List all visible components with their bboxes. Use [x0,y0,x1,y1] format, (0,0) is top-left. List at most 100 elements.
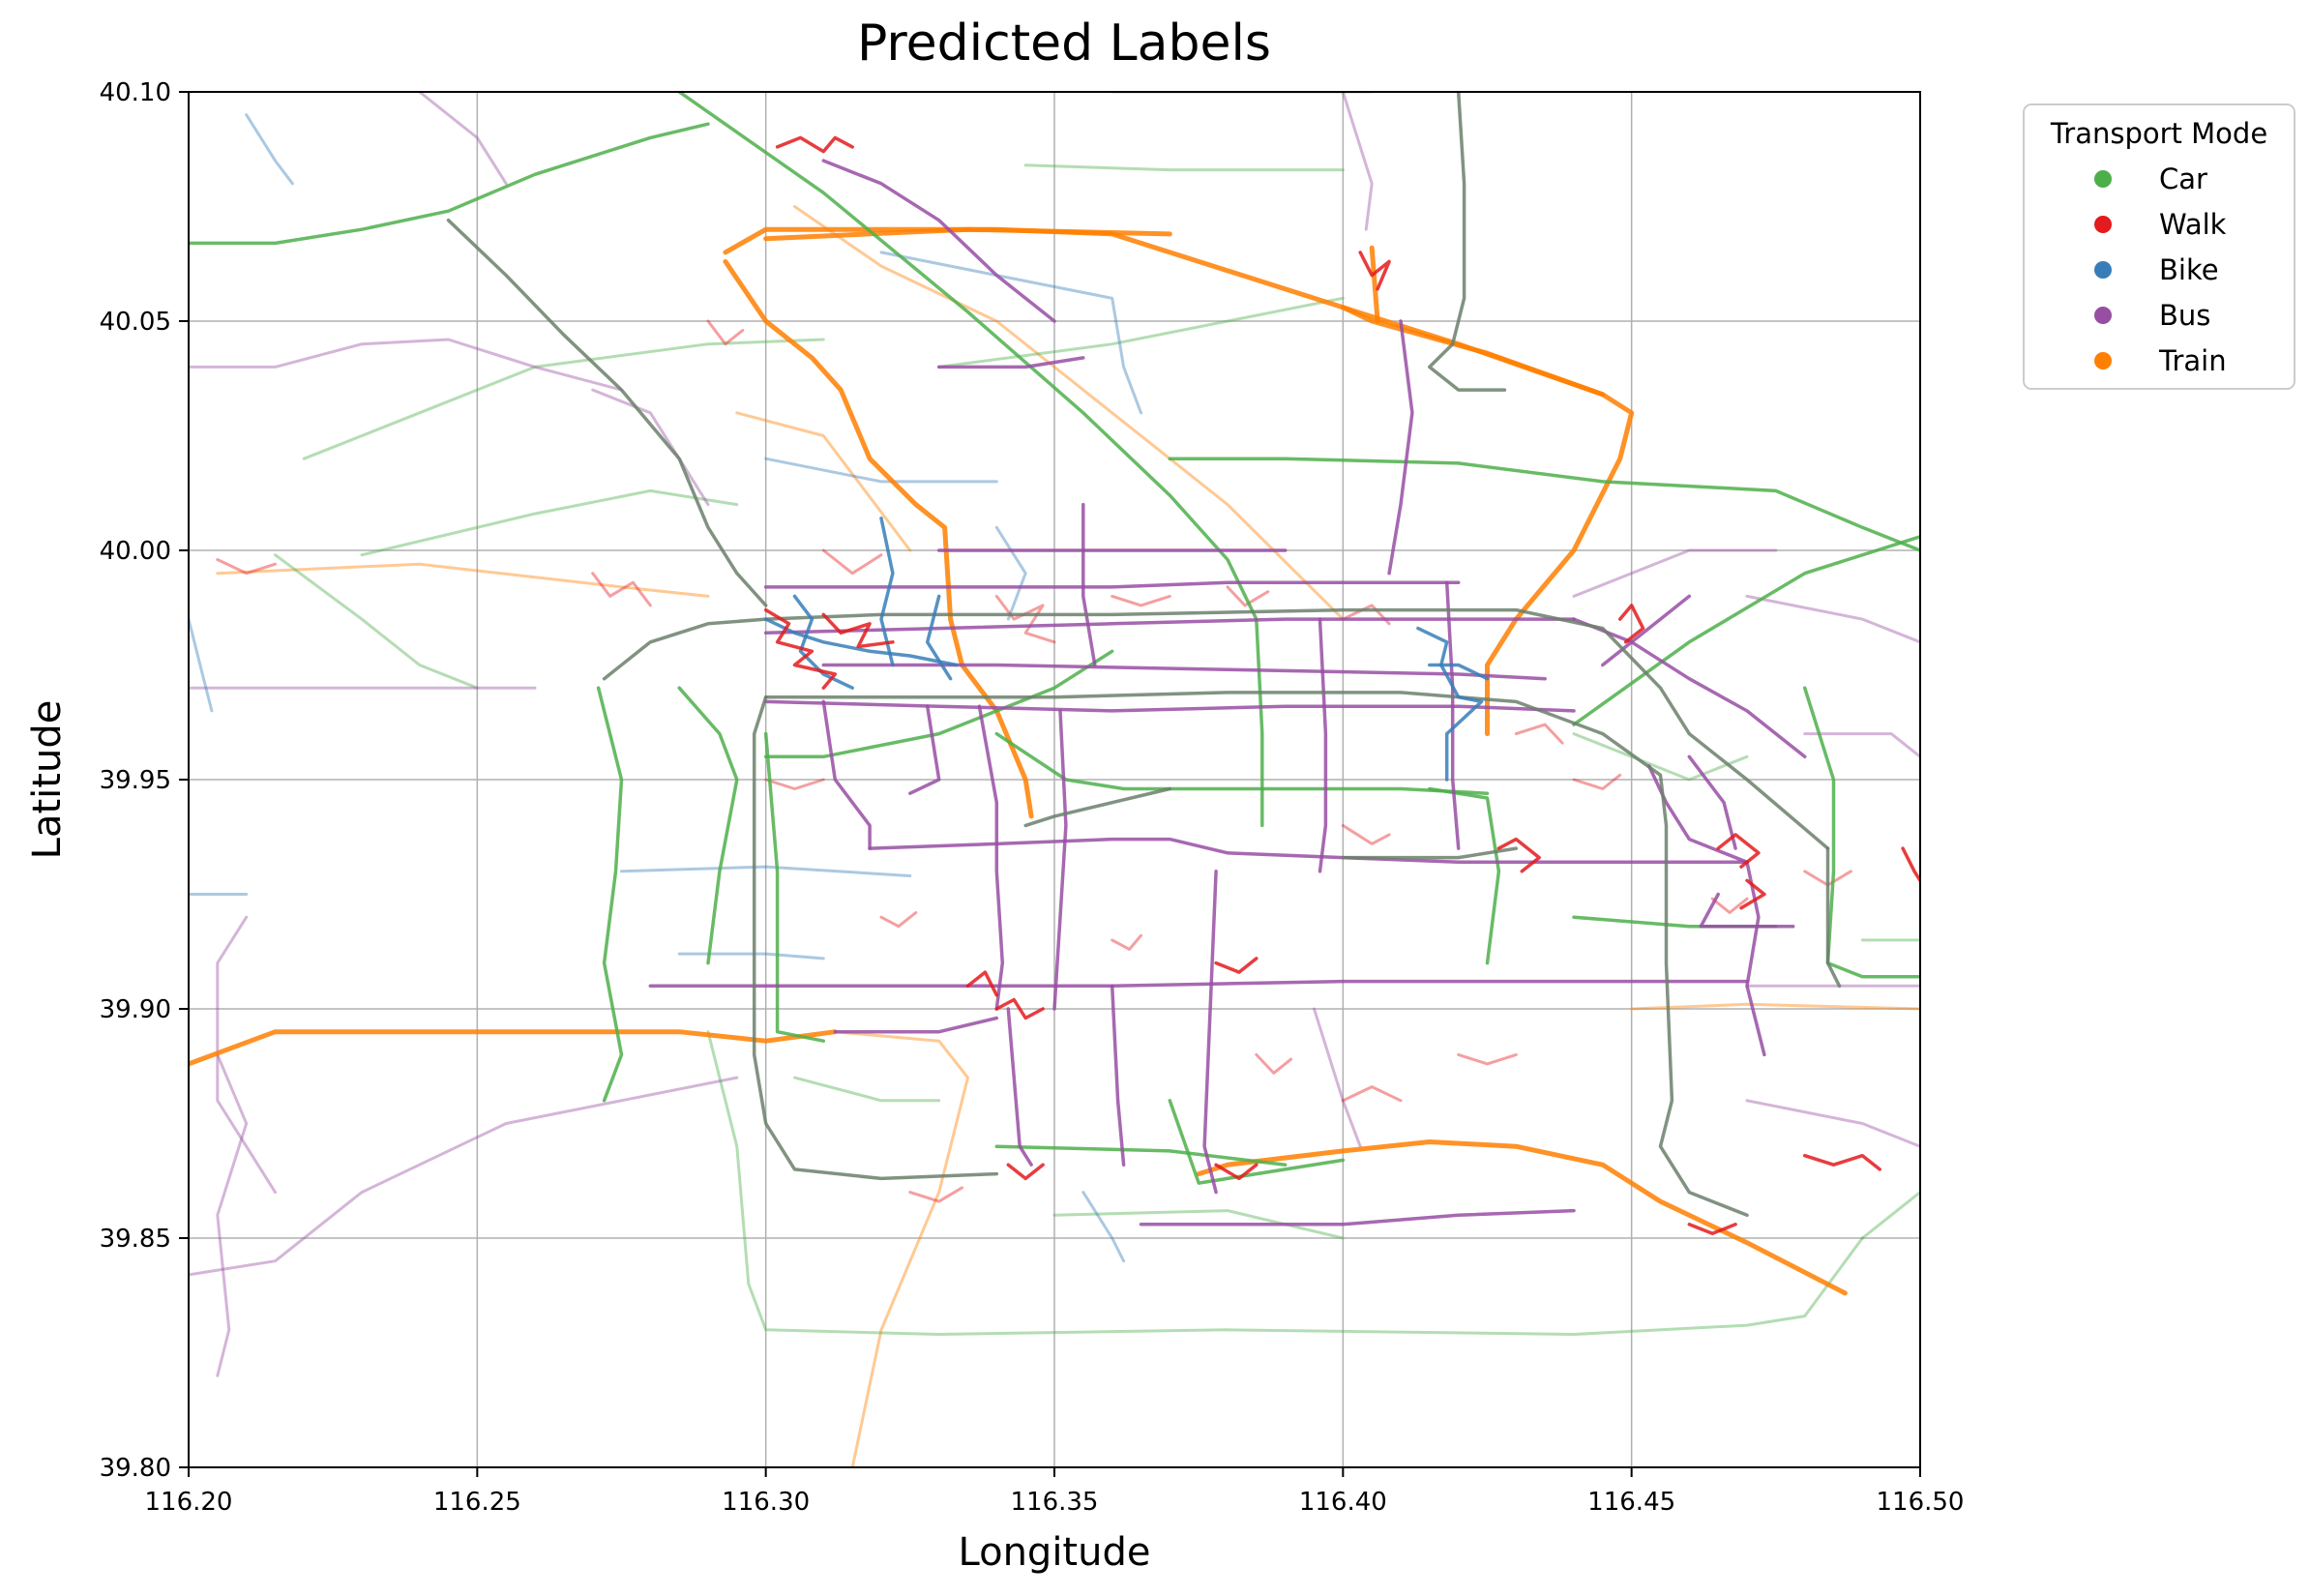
trajectory-walk [1901,846,1920,883]
trajectory-train [763,226,1172,242]
x-tick-label: 116.35 [1011,1488,1099,1517]
trajectory-bus [1139,1208,1576,1227]
trajectory-bus-faint [1313,1007,1362,1148]
legend-marker-bike [2094,261,2112,279]
trajectory-car-bus-mixed-gray [1023,786,1172,828]
trajectory-bus-faint [189,1076,739,1277]
trajectory-walk-faint [821,548,883,576]
trajectory-walk-faint [764,778,825,790]
x-axis: 116.20 116.25 116.30 116.35 116.40 116.45 116.… [145,1467,1965,1517]
trajectory-car [1572,535,1920,726]
trajectory-train [1369,245,1380,324]
trajectory-car [677,92,1264,828]
trajectory-car [1168,457,1920,552]
trajectory-bus [763,580,1461,589]
trajectory-walk [1358,251,1391,291]
y-tick-label: 39.85 [100,1225,171,1254]
trajectory-car-faint [793,1076,941,1103]
trajectory-walk [1214,957,1259,974]
x-tick-label: 116.25 [433,1488,521,1517]
trajectory-walk-faint [994,594,1056,644]
trajectory-walk [763,607,838,690]
trajectory-bus [1052,709,1068,1011]
trajectory-walk-faint [1226,585,1270,607]
trajectory-car [763,649,1114,759]
trajectory-car-bus-mixed-gray [752,695,999,1181]
trajectory-car-faint [302,338,825,460]
trajectory-bus [1006,1007,1033,1167]
trajectory-bus [1646,764,1749,865]
y-tick-label: 39.90 [100,995,171,1024]
legend-marker-walk [2094,216,2112,233]
x-axis-label: Longitude [959,1530,1151,1575]
trajectory-bike [925,594,953,681]
trajectory-car-bus-mixed-gray [1825,846,1842,989]
trajectory-bus-faint [189,338,623,392]
legend-marker-car [2094,170,2112,188]
trajectory-bike-faint [620,865,912,877]
x-tick-label: 116.45 [1587,1488,1675,1517]
y-tick-label: 40.00 [100,537,171,566]
legend-label-bus: Bus [2159,299,2210,332]
trajectory-bus-faint [591,388,710,507]
trajectory-walk [1802,1153,1881,1171]
trajectory-car [994,731,1490,795]
trajectory-bus-faint [1745,594,1920,644]
y-tick-label: 40.05 [100,308,171,337]
trajectory-bus [908,704,941,795]
trajectory-bus-faint [1803,732,1920,758]
trajectory-walk [1617,604,1645,644]
trajectory-car-bus-mixed-gray [1428,92,1507,392]
plot-area [189,92,1920,1467]
trajectory-car-faint [706,1030,1864,1336]
y-axis-label: Latitude [25,700,70,860]
trajectory-walk-faint [1710,897,1749,914]
trajectory-walk-faint [216,558,277,576]
x-tick-label: 116.30 [722,1488,810,1517]
trajectory-bus-faint [1572,548,1778,598]
trajectory-car-faint [1052,1209,1345,1240]
trajectory-bike-faint [764,457,998,484]
trajectory-walk-faint [1111,933,1142,951]
trajectory-car [1802,686,1920,979]
trajectory-car-faint [360,488,739,557]
trajectory-walk-faint [1111,594,1171,607]
legend-label-bike: Bike [2159,253,2219,286]
trajectory-car-faint [274,553,479,690]
trajectory-train-faint [833,1030,969,1467]
trajectory-bus [821,663,1547,681]
trajectory-bus [1081,502,1097,667]
trajectory-bike [1428,663,1490,681]
trajectory-walk-faint [908,1186,963,1203]
trajectory-bike [763,617,959,667]
trajectory-bus [1745,860,1766,1057]
trajectory-car-bus-mixed-gray [446,218,768,607]
trajectory-bus [763,617,1576,635]
legend-label-train: Train [2158,344,2227,377]
trajectory-bus-faint [1745,1099,1920,1148]
trajectory-bike-faint [1081,1191,1126,1263]
legend-box [2023,103,2295,390]
trajectory-train-faint [735,411,912,552]
trajectory-bus [1572,617,1807,759]
chart-title: Predicted Labels [857,15,1271,73]
trajectory-walk [994,997,1045,1020]
trajectory-walk [1716,833,1761,869]
x-tick-label: 116.50 [1877,1488,1965,1517]
trajectory-car [763,731,826,1043]
trajectory-bus-faint [216,915,277,1195]
trajectory-car-faint [1023,163,1345,172]
legend-label-walk: Walk [2159,208,2227,241]
trajectory-bus [868,837,1749,865]
trajectory-walk-faint [1255,1052,1293,1075]
trajectory-bus [1110,984,1126,1167]
trajectory-bus [1387,319,1414,576]
trajectory-bus [1202,870,1218,1195]
trajectory-walk [965,970,999,997]
trajectory-bike [1416,626,1484,782]
trajectory-walk-faint [1341,1085,1403,1103]
trajectory-bike-faint [245,113,294,186]
trajectory-walk-faint [706,319,745,346]
